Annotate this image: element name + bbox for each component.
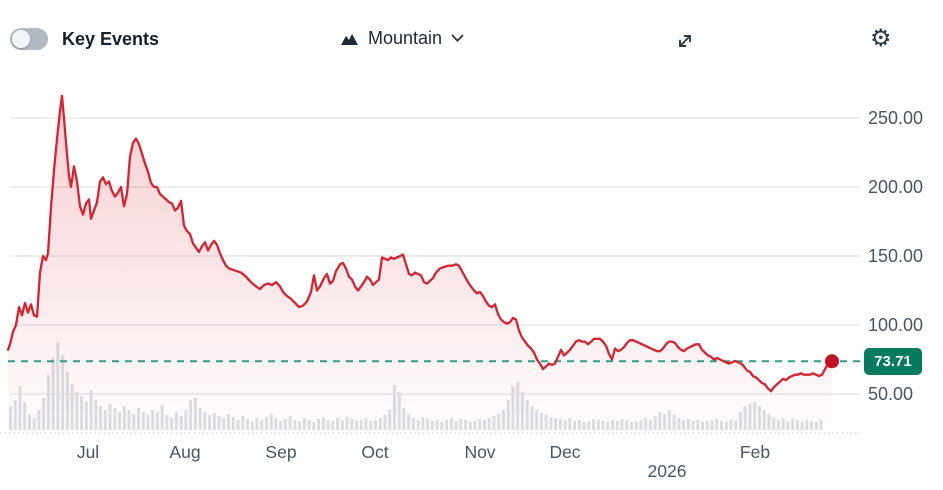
key-events-label: Key Events <box>62 28 160 49</box>
y-axis-label: 150.00 <box>868 246 923 266</box>
x-axis-label: Feb <box>740 442 770 462</box>
x-axis-label: Sep <box>265 442 296 462</box>
chart-type-label: Mountain <box>368 28 443 48</box>
y-axis-label: 50.00 <box>868 384 913 404</box>
x-axis-label: Aug <box>169 442 200 462</box>
expand-icon <box>679 35 691 47</box>
expand-button[interactable] <box>672 28 698 57</box>
mountain-icon <box>341 33 358 45</box>
year-label: 2026 <box>648 461 687 481</box>
y-axis-label: 100.00 <box>868 315 923 335</box>
chart-type-dropdown[interactable]: Mountain <box>338 24 466 53</box>
x-axis-label: Nov <box>464 442 495 462</box>
last-price-badge: 73.71 <box>864 348 922 375</box>
chart-toolbar: Key Events Mountain ⚙ <box>0 0 943 72</box>
settings-button[interactable]: ⚙ <box>868 24 894 52</box>
key-events-group: Key Events <box>10 28 159 50</box>
y-axis-label: 200.00 <box>868 177 923 197</box>
x-axis-label: Dec <box>549 442 580 462</box>
last-price-dot <box>825 354 839 369</box>
x-axis-label: Jul <box>77 442 99 462</box>
key-events-toggle[interactable] <box>10 28 48 50</box>
gear-icon: ⚙ <box>870 24 892 52</box>
chevron-down-icon <box>451 34 464 42</box>
x-axis-label: Oct <box>361 442 388 462</box>
toggle-knob <box>12 30 30 48</box>
y-axis-label: 250.00 <box>868 108 923 128</box>
